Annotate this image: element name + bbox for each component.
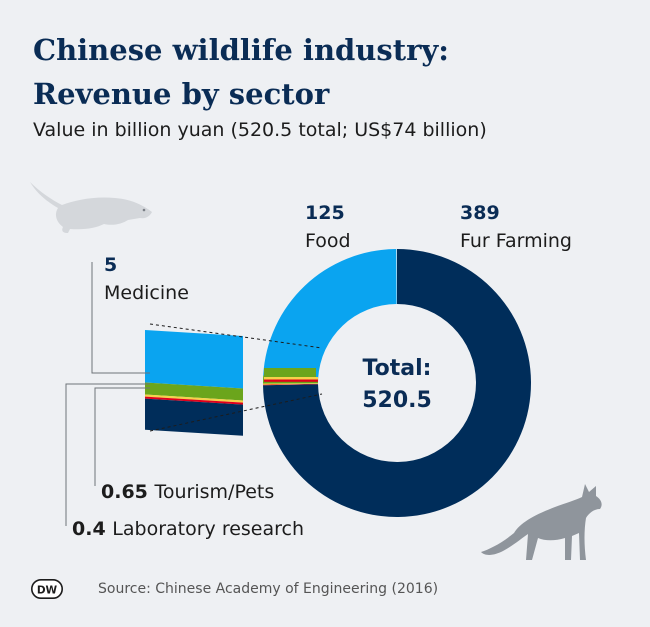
label-food-name: Food [305, 230, 351, 252]
chart-layer: 125 Food 389 Fur Farming 5 Medicine 0.65 Touri… [65, 202, 572, 540]
zoom-guide-bottom [149, 393, 323, 432]
label-fur-farming-name: Fur Farming [460, 230, 572, 252]
zoom-segment-tourism-pets [145, 394, 243, 403]
zoom-segment-medicine [145, 382, 243, 401]
label-fur-farming-value: 389 [460, 202, 500, 224]
label-laboratory-research: 0.4 Laboratory research [72, 518, 304, 540]
zoom-segment-food [145, 330, 243, 389]
dw-logo-outline [31, 579, 63, 599]
leader-medicine [91, 262, 150, 374]
zoom-segment-laboratory-research [145, 396, 243, 405]
label-laboratory-research-text: Laboratory research [112, 518, 304, 540]
zoom-segment-fur-farming [145, 398, 243, 436]
chart-subtitle: Value in billion yuan (520.5 total; US$7… [33, 119, 487, 141]
label-medicine-name: Medicine [104, 282, 189, 304]
chart-title: Chinese wildlife industry: Revenue by se… [33, 28, 593, 116]
donut-detail-medicine [264, 368, 316, 377]
dw-logo: DW [31, 579, 63, 599]
label-food-value: 125 [305, 202, 345, 224]
label-laboratory-research-value: 0.4 [72, 518, 112, 540]
source-note: Source: Chinese Academy of Engineering (… [98, 581, 439, 597]
title-line-1: Chinese wildlife industry: [33, 33, 449, 67]
label-tourism-pets: 0.65 Tourism/Pets [101, 481, 274, 503]
zoom-guide-top [149, 323, 323, 349]
label-tourism-pets-text: Tourism/Pets [154, 481, 275, 503]
center-label: Total: [363, 356, 432, 381]
leader-laboratory [65, 383, 150, 526]
title-line-2: Revenue by sector [33, 77, 330, 111]
dw-logo-text: DW [37, 584, 58, 596]
ferret-icon [30, 182, 152, 233]
donut-detail-laboratory [264, 379, 318, 382]
fox-icon [481, 484, 602, 560]
center-value: 520.5 [362, 388, 432, 413]
leader-tourism [94, 387, 150, 486]
slice-food [263, 249, 397, 379]
label-tourism-pets-value: 0.65 [101, 481, 155, 503]
slice-fur-farming [263, 249, 531, 517]
slice-laboratory-research [263, 383, 319, 386]
donut-detail-tourism [264, 377, 318, 380]
label-medicine-value: 5 [104, 254, 117, 276]
zoom-gap [245, 305, 263, 415]
slice-tourism-pets [263, 383, 319, 385]
